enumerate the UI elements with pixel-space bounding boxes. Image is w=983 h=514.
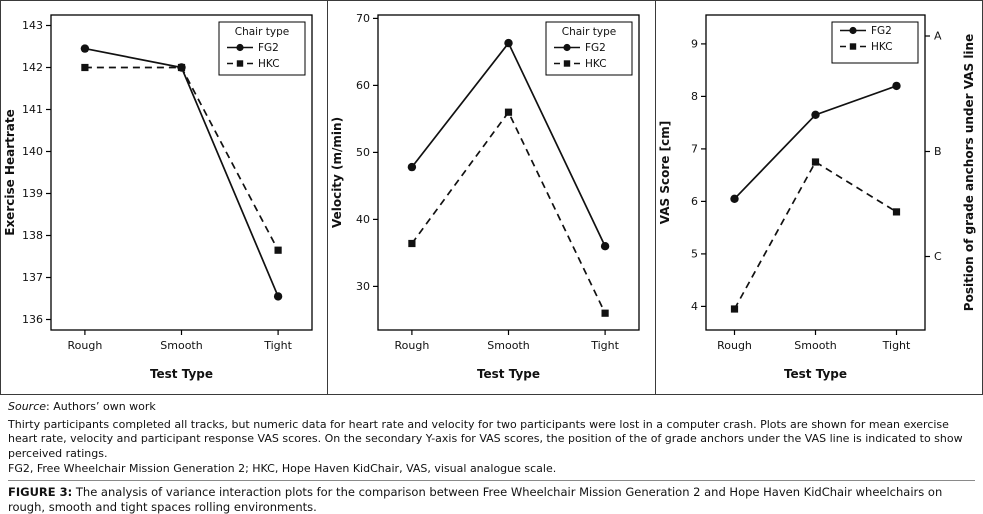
right-anchor-label: B [934, 145, 942, 158]
chart-panel-velocity: 30 40 50 60 70 Rough Smooth Tight Test Type Veloc… [328, 0, 656, 395]
series-HKC-marker [81, 63, 89, 72]
chart-panels-row: 136 137 138 139 140 141 142 143 Rough Smooth Tight… [0, 0, 983, 395]
series-HKC-marker [177, 63, 186, 72]
abbreviations-line: FG2, Free Wheelchair Mission Generation … [8, 462, 557, 476]
x-axis-label: Test Type [784, 367, 847, 381]
y-tick-label: 60 [356, 79, 370, 92]
series-FG2-marker [80, 44, 90, 53]
source-line: Source: Authors’ own work [8, 400, 975, 415]
x-tick-label: Smooth [794, 339, 836, 352]
series-HKC-marker [601, 309, 610, 317]
x-tick-label: Tight [881, 339, 910, 352]
legend-title: Chair type [235, 26, 289, 38]
chart-panel-heartrate: 136 137 138 139 140 141 142 143 Rough Smooth Tight… [0, 0, 329, 395]
x-tick-label: Rough [395, 339, 430, 352]
x-tick-label: Rough [717, 339, 752, 352]
y-tick-label: 7 [691, 142, 698, 155]
legend-entry-label: HKC [871, 41, 893, 53]
figure-title-line: FIGURE 3: The analysis of variance inter… [8, 485, 975, 514]
x-tick-label: Rough [67, 339, 102, 352]
caption-divider [8, 479, 975, 481]
y-tick-label: 138 [22, 229, 43, 242]
y-tick-label: 5 [691, 247, 698, 260]
y-tick-label: 142 [22, 61, 43, 74]
figure-label: FIGURE 3: [8, 484, 73, 499]
series-HKC-marker [730, 305, 738, 313]
legend-HKC-marker [236, 60, 244, 67]
series-HKC-marker [408, 239, 416, 248]
right-axis-label: Position of grade anchors under VAS line [962, 34, 976, 311]
y-tick-label: 139 [22, 187, 43, 200]
y-tick-label: 40 [356, 213, 370, 226]
y-tick-label: 136 [22, 313, 43, 326]
series-FG2-marker [408, 162, 417, 172]
heartrate-chart: 136 137 138 139 140 141 142 143 Rough Smooth Tight… [3, 14, 313, 381]
x-axis-label: Test Type [150, 367, 213, 381]
series-HKC-marker [274, 246, 282, 254]
x-tick-label: Smooth [488, 339, 530, 352]
y-tick-label: 4 [691, 300, 698, 313]
series-FG2-marker [891, 81, 901, 91]
y-tick-label: 9 [691, 37, 698, 50]
figure-caption-block: Source: Authors’ own work Thirty partici… [0, 395, 983, 514]
y-tick-label: 6 [691, 195, 698, 208]
source-label: Source [8, 400, 47, 413]
y-tick-label: 50 [356, 146, 370, 159]
y-axis-label: Velocity (m/min) [330, 117, 344, 228]
legend-FG2-marker [563, 43, 571, 52]
chart-panel-vas: 4 5 6 7 8 9 Rough Smooth Tight A B C Position of gra… [655, 0, 983, 395]
series-FG2-marker [273, 292, 283, 301]
y-tick-label: 70 [356, 12, 370, 25]
legend-FG2-marker [849, 26, 857, 35]
y-axis-label: Exercise Heartrate [3, 109, 17, 236]
legend-HKC-marker [849, 43, 856, 50]
legend-title: Chair type [562, 26, 616, 38]
y-tick-label: 141 [22, 103, 43, 116]
series-HKC-marker [505, 108, 513, 116]
right-anchor-label: A [934, 30, 942, 43]
series-FG2-marker [504, 38, 514, 48]
legend-box [545, 21, 633, 76]
y-tick-label: 137 [22, 271, 43, 284]
legend-entry-label: HKC [585, 58, 607, 70]
series-HKC-line [84, 66, 279, 251]
figure-title-text: The analysis of variance interaction plo… [8, 484, 943, 514]
legend-box [831, 21, 919, 64]
y-axis-label: VAS Score [cm] [658, 121, 672, 224]
series-FG2-line [84, 47, 279, 297]
series-HKC-marker [892, 208, 900, 216]
right-anchor-label: C [934, 250, 942, 263]
y-tick-label: 140 [22, 145, 43, 158]
x-tick-label: Smooth [160, 339, 202, 352]
legend-entry-label: FG2 [258, 42, 279, 54]
source-text: : Authors’ own work [46, 400, 156, 413]
legend-entry-label: FG2 [585, 42, 606, 54]
legend-entry-label: FG2 [871, 25, 892, 37]
velocity-chart: 30 40 50 60 70 Rough Smooth Tight Test Type Veloc… [330, 12, 640, 381]
legend-FG2-marker [236, 43, 244, 52]
legend-box [218, 21, 306, 76]
vas-chart: 4 5 6 7 8 9 Rough Smooth Tight A B C Position of gra… [658, 14, 976, 381]
series-HKC-marker [811, 158, 819, 166]
legend-entry-label: HKC [258, 58, 280, 70]
legend-HKC-marker [564, 60, 571, 67]
y-tick-label: 143 [22, 19, 43, 32]
y-tick-label: 30 [356, 280, 370, 293]
series-FG2-marker [601, 242, 610, 251]
series-FG2-line [733, 85, 897, 200]
x-tick-label: Tight [263, 339, 292, 352]
x-axis-label: Test Type [477, 367, 540, 381]
series-FG2-marker [729, 194, 739, 203]
x-tick-label: Tight [591, 339, 620, 352]
series-HKC-line [411, 110, 607, 314]
series-HKC-line [733, 160, 897, 310]
series-FG2-marker [810, 110, 820, 120]
figure-note: Thirty participants completed all tracks… [8, 417, 963, 460]
y-tick-label: 8 [691, 90, 698, 103]
